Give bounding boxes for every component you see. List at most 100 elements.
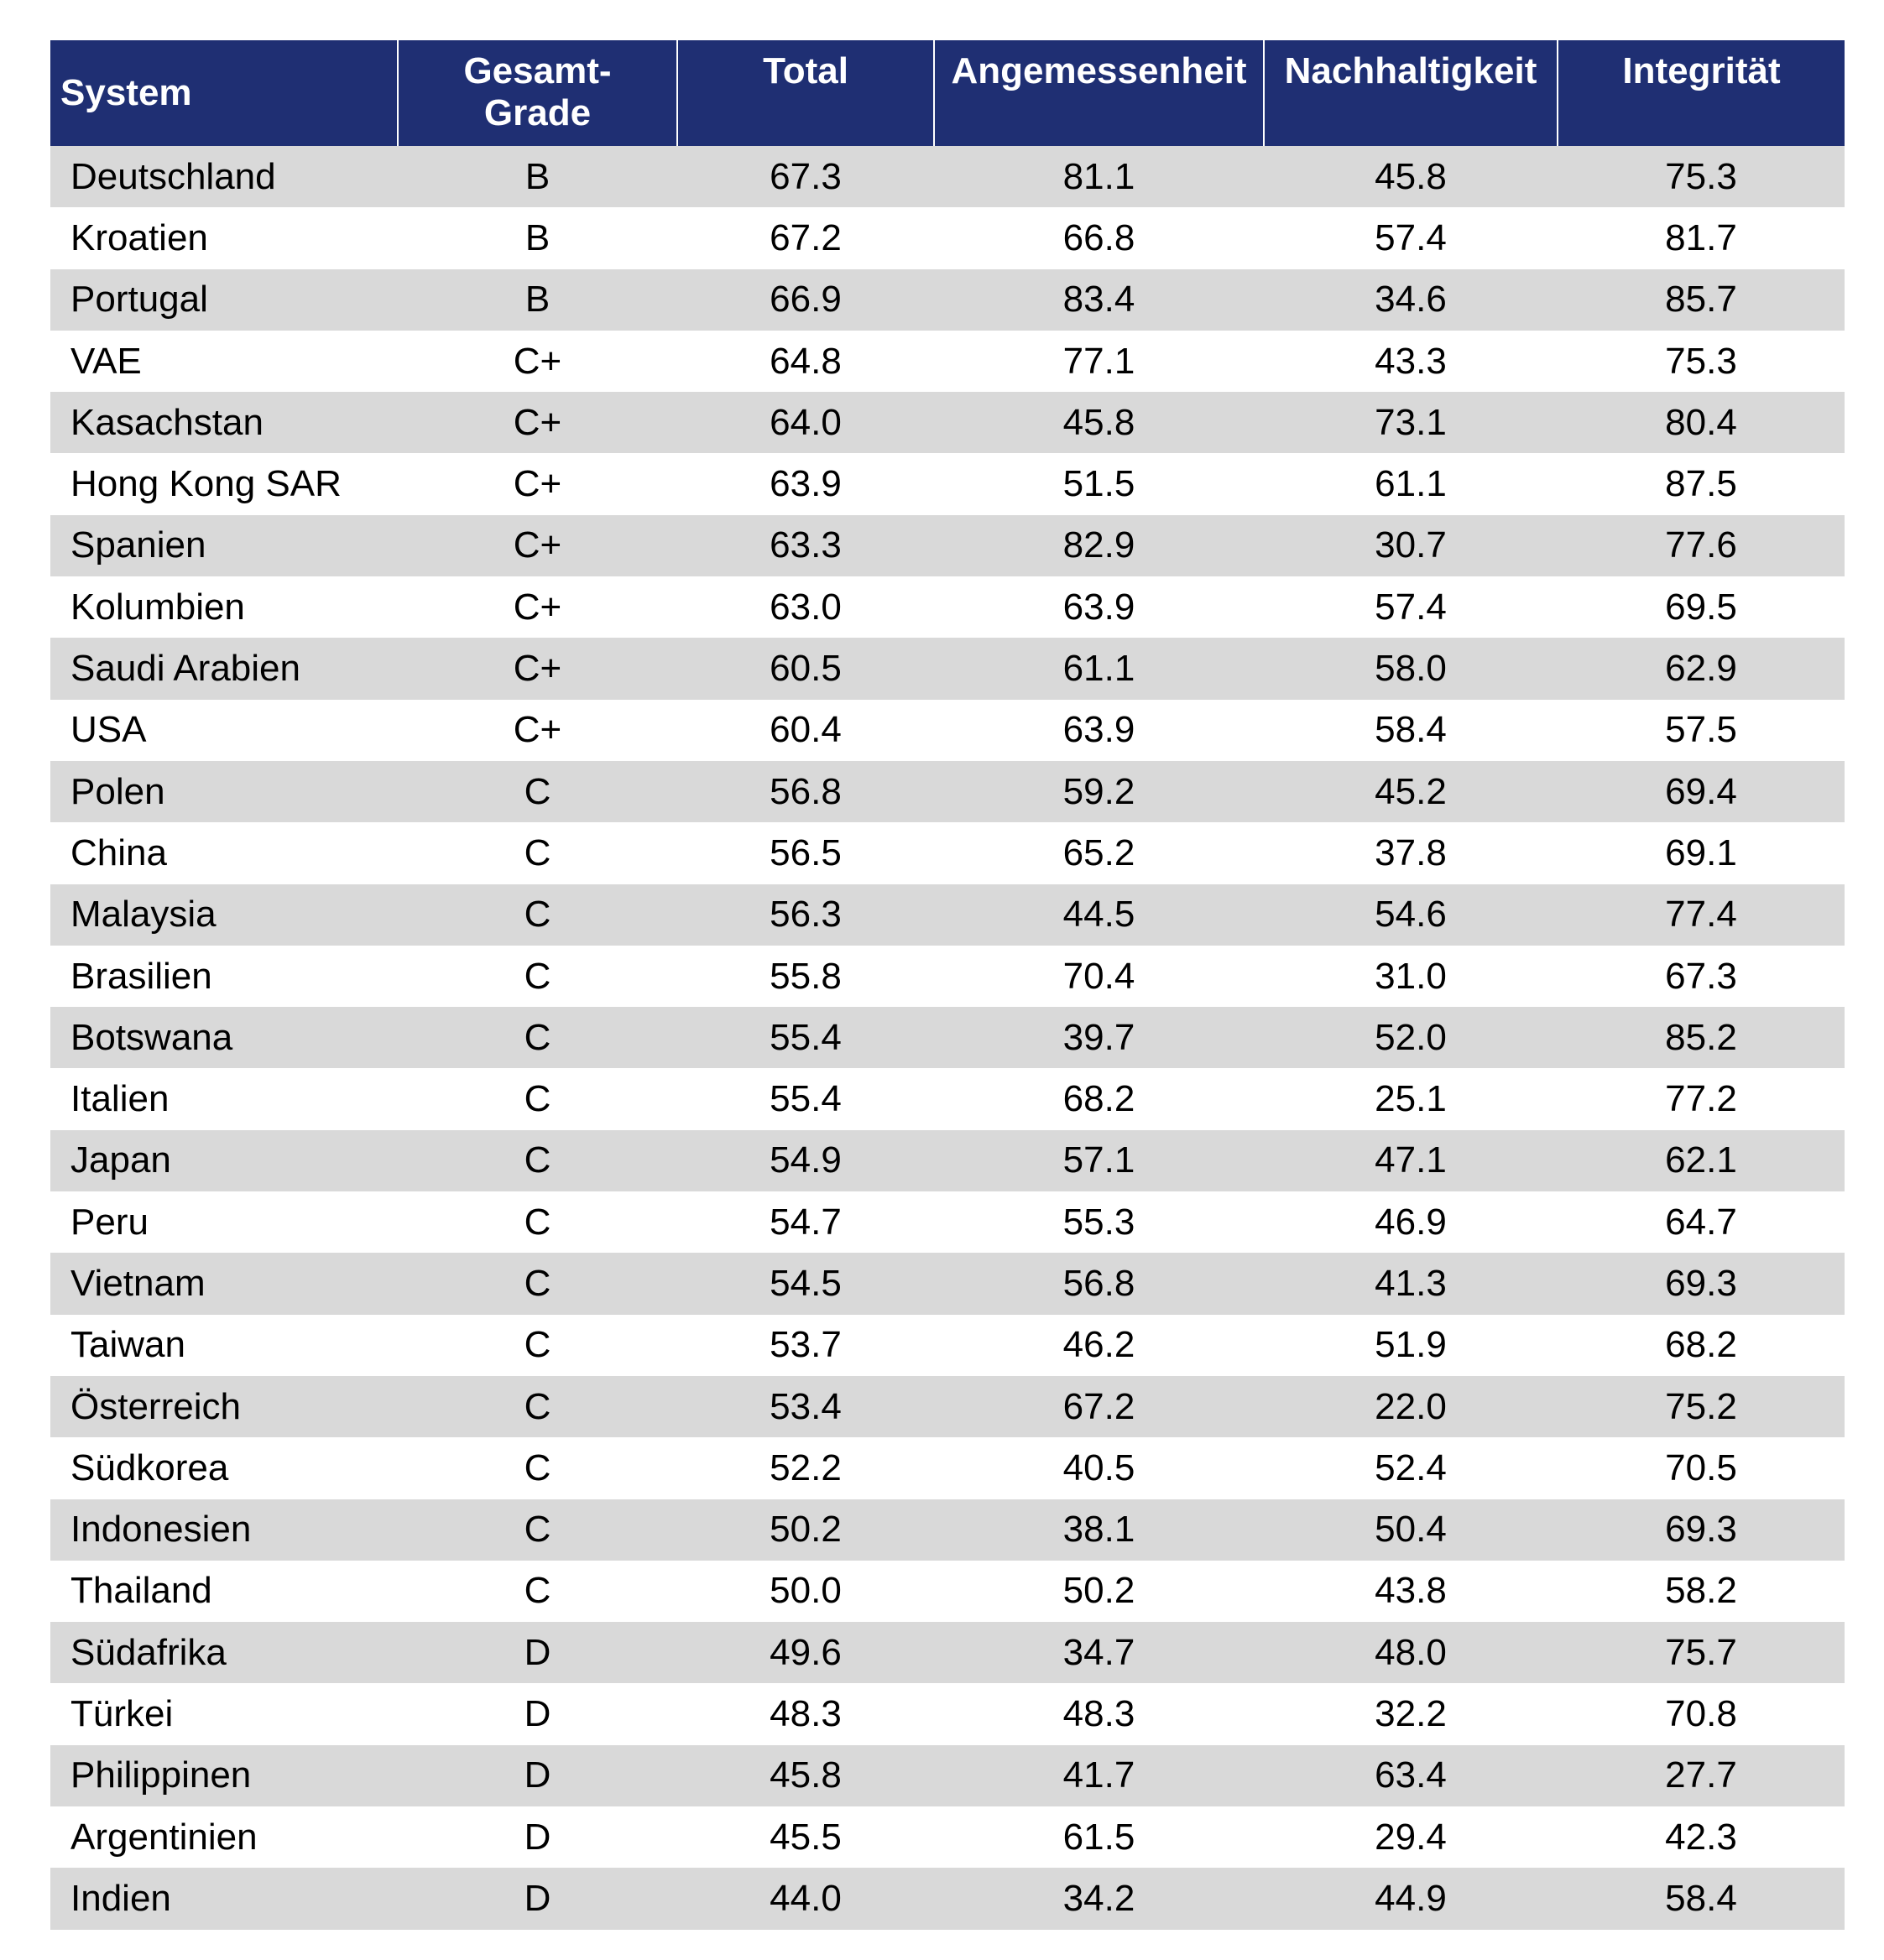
table-row: Indonesien C 50.2 38.1 50.4 69.3 (50, 1499, 1845, 1561)
table-row: Südafrika D 49.6 34.7 48.0 75.7 (50, 1622, 1845, 1684)
cell-angemessenheit: 50.2 (934, 1560, 1264, 1623)
cell-angemessenheit: 55.3 (934, 1191, 1264, 1254)
cell-total: 56.5 (677, 822, 934, 884)
table-row: Hong Kong SAR C+ 63.9 51.5 61.1 87.5 (50, 453, 1845, 515)
table-row: China C 56.5 65.2 37.8 69.1 (50, 822, 1845, 884)
cell-nachhaltigkeit: 61.1 (1264, 453, 1558, 515)
cell-grade: C (398, 1314, 677, 1376)
table-row: Polen C 56.8 59.2 45.2 69.4 (50, 760, 1845, 823)
cell-system: Malaysia (50, 884, 398, 946)
cell-angemessenheit: 34.7 (934, 1622, 1264, 1684)
cell-total: 60.5 (677, 638, 934, 700)
ranking-table-container: System Gesamt- Grade Total Angemessenhei… (50, 40, 1845, 1930)
cell-nachhaltigkeit: 29.4 (1264, 1806, 1558, 1869)
cell-total: 48.3 (677, 1683, 934, 1745)
cell-system: Südkorea (50, 1437, 398, 1499)
cell-total: 52.2 (677, 1437, 934, 1499)
cell-integritaet: 62.1 (1558, 1129, 1845, 1192)
cell-system: Italien (50, 1068, 398, 1130)
cell-integritaet: 75.2 (1558, 1375, 1845, 1438)
cell-total: 54.9 (677, 1129, 934, 1192)
cell-grade: B (398, 268, 677, 331)
table-header: System Gesamt- Grade Total Angemessenhei… (50, 40, 1845, 146)
cell-system: Indien (50, 1868, 398, 1930)
cell-grade: D (398, 1868, 677, 1930)
table-row: Kolumbien C+ 63.0 63.9 57.4 69.5 (50, 576, 1845, 639)
table-row: Kroatien B 67.2 66.8 57.4 81.7 (50, 207, 1845, 269)
table-row: Türkei D 48.3 48.3 32.2 70.8 (50, 1683, 1845, 1745)
cell-system: Türkei (50, 1683, 398, 1745)
cell-system: Spanien (50, 514, 398, 577)
cell-integritaet: 58.2 (1558, 1560, 1845, 1623)
cell-integritaet: 64.7 (1558, 1191, 1845, 1254)
cell-integritaet: 58.4 (1558, 1868, 1845, 1930)
cell-total: 45.8 (677, 1744, 934, 1807)
cell-nachhaltigkeit: 51.9 (1264, 1314, 1558, 1376)
cell-grade: C (398, 1007, 677, 1069)
cell-integritaet: 27.7 (1558, 1744, 1845, 1807)
cell-integritaet: 57.5 (1558, 699, 1845, 761)
cell-integritaet: 81.7 (1558, 207, 1845, 269)
cell-nachhaltigkeit: 46.9 (1264, 1191, 1558, 1254)
cell-total: 55.4 (677, 1007, 934, 1069)
cell-total: 49.6 (677, 1622, 934, 1684)
cell-system: Kasachstan (50, 392, 398, 454)
table-row: VAE C+ 64.8 77.1 43.3 75.3 (50, 330, 1845, 393)
cell-system: Peru (50, 1191, 398, 1254)
cell-integritaet: 68.2 (1558, 1314, 1845, 1376)
table-row: Kasachstan C+ 64.0 45.8 73.1 80.4 (50, 392, 1845, 454)
table-row: Südkorea C 52.2 40.5 52.4 70.5 (50, 1437, 1845, 1499)
table-row: Argentinien D 45.5 61.5 29.4 42.3 (50, 1806, 1845, 1869)
cell-total: 54.7 (677, 1191, 934, 1254)
cell-grade: D (398, 1622, 677, 1684)
table-row: Portugal B 66.9 83.4 34.6 85.7 (50, 268, 1845, 331)
header-angemessenheit: Angemessenheit (934, 40, 1265, 146)
cell-grade: C (398, 1499, 677, 1561)
cell-nachhaltigkeit: 73.1 (1264, 392, 1558, 454)
table-row: Botswana C 55.4 39.7 52.0 85.2 (50, 1007, 1845, 1069)
header-row: System Gesamt- Grade Total Angemessenhei… (50, 40, 1845, 146)
cell-angemessenheit: 34.2 (934, 1868, 1264, 1930)
cell-grade: C (398, 1437, 677, 1499)
header-total: Total (677, 40, 935, 146)
cell-system: Österreich (50, 1375, 398, 1438)
cell-system: Brasilien (50, 945, 398, 1008)
cell-system: Argentinien (50, 1806, 398, 1869)
cell-nachhaltigkeit: 57.4 (1264, 207, 1558, 269)
cell-nachhaltigkeit: 44.9 (1264, 1868, 1558, 1930)
cell-system: Japan (50, 1129, 398, 1192)
cell-integritaet: 77.2 (1558, 1068, 1845, 1130)
cell-grade: C+ (398, 392, 677, 454)
cell-system: Botswana (50, 1007, 398, 1069)
header-grade: Gesamt- Grade (398, 40, 678, 146)
cell-angemessenheit: 51.5 (934, 453, 1264, 515)
cell-nachhaltigkeit: 52.4 (1264, 1437, 1558, 1499)
cell-angemessenheit: 83.4 (934, 268, 1264, 331)
cell-integritaet: 87.5 (1558, 453, 1845, 515)
table-row: Spanien C+ 63.3 82.9 30.7 77.6 (50, 514, 1845, 577)
cell-nachhaltigkeit: 31.0 (1264, 945, 1558, 1008)
cell-total: 53.7 (677, 1314, 934, 1376)
cell-grade: C+ (398, 576, 677, 639)
cell-angemessenheit: 68.2 (934, 1068, 1264, 1130)
cell-angemessenheit: 66.8 (934, 207, 1264, 269)
cell-total: 63.0 (677, 576, 934, 639)
cell-system: Thailand (50, 1560, 398, 1623)
cell-angemessenheit: 56.8 (934, 1253, 1264, 1315)
cell-nachhaltigkeit: 45.2 (1264, 760, 1558, 823)
cell-angemessenheit: 65.2 (934, 822, 1264, 884)
cell-total: 53.4 (677, 1375, 934, 1438)
table-row: Saudi Arabien C+ 60.5 61.1 58.0 62.9 (50, 638, 1845, 700)
cell-integritaet: 69.5 (1558, 576, 1845, 639)
cell-total: 60.4 (677, 699, 934, 761)
table-row: Peru C 54.7 55.3 46.9 64.7 (50, 1191, 1845, 1254)
cell-angemessenheit: 63.9 (934, 576, 1264, 639)
cell-total: 55.4 (677, 1068, 934, 1130)
cell-angemessenheit: 40.5 (934, 1437, 1264, 1499)
cell-integritaet: 70.5 (1558, 1437, 1845, 1499)
cell-nachhaltigkeit: 25.1 (1264, 1068, 1558, 1130)
cell-integritaet: 69.3 (1558, 1499, 1845, 1561)
cell-grade: C (398, 1253, 677, 1315)
table-row: Vietnam C 54.5 56.8 41.3 69.3 (50, 1253, 1845, 1315)
table-body: Deutschland B 67.3 81.1 45.8 75.3 Kroatien B 67.… (50, 146, 1845, 1930)
